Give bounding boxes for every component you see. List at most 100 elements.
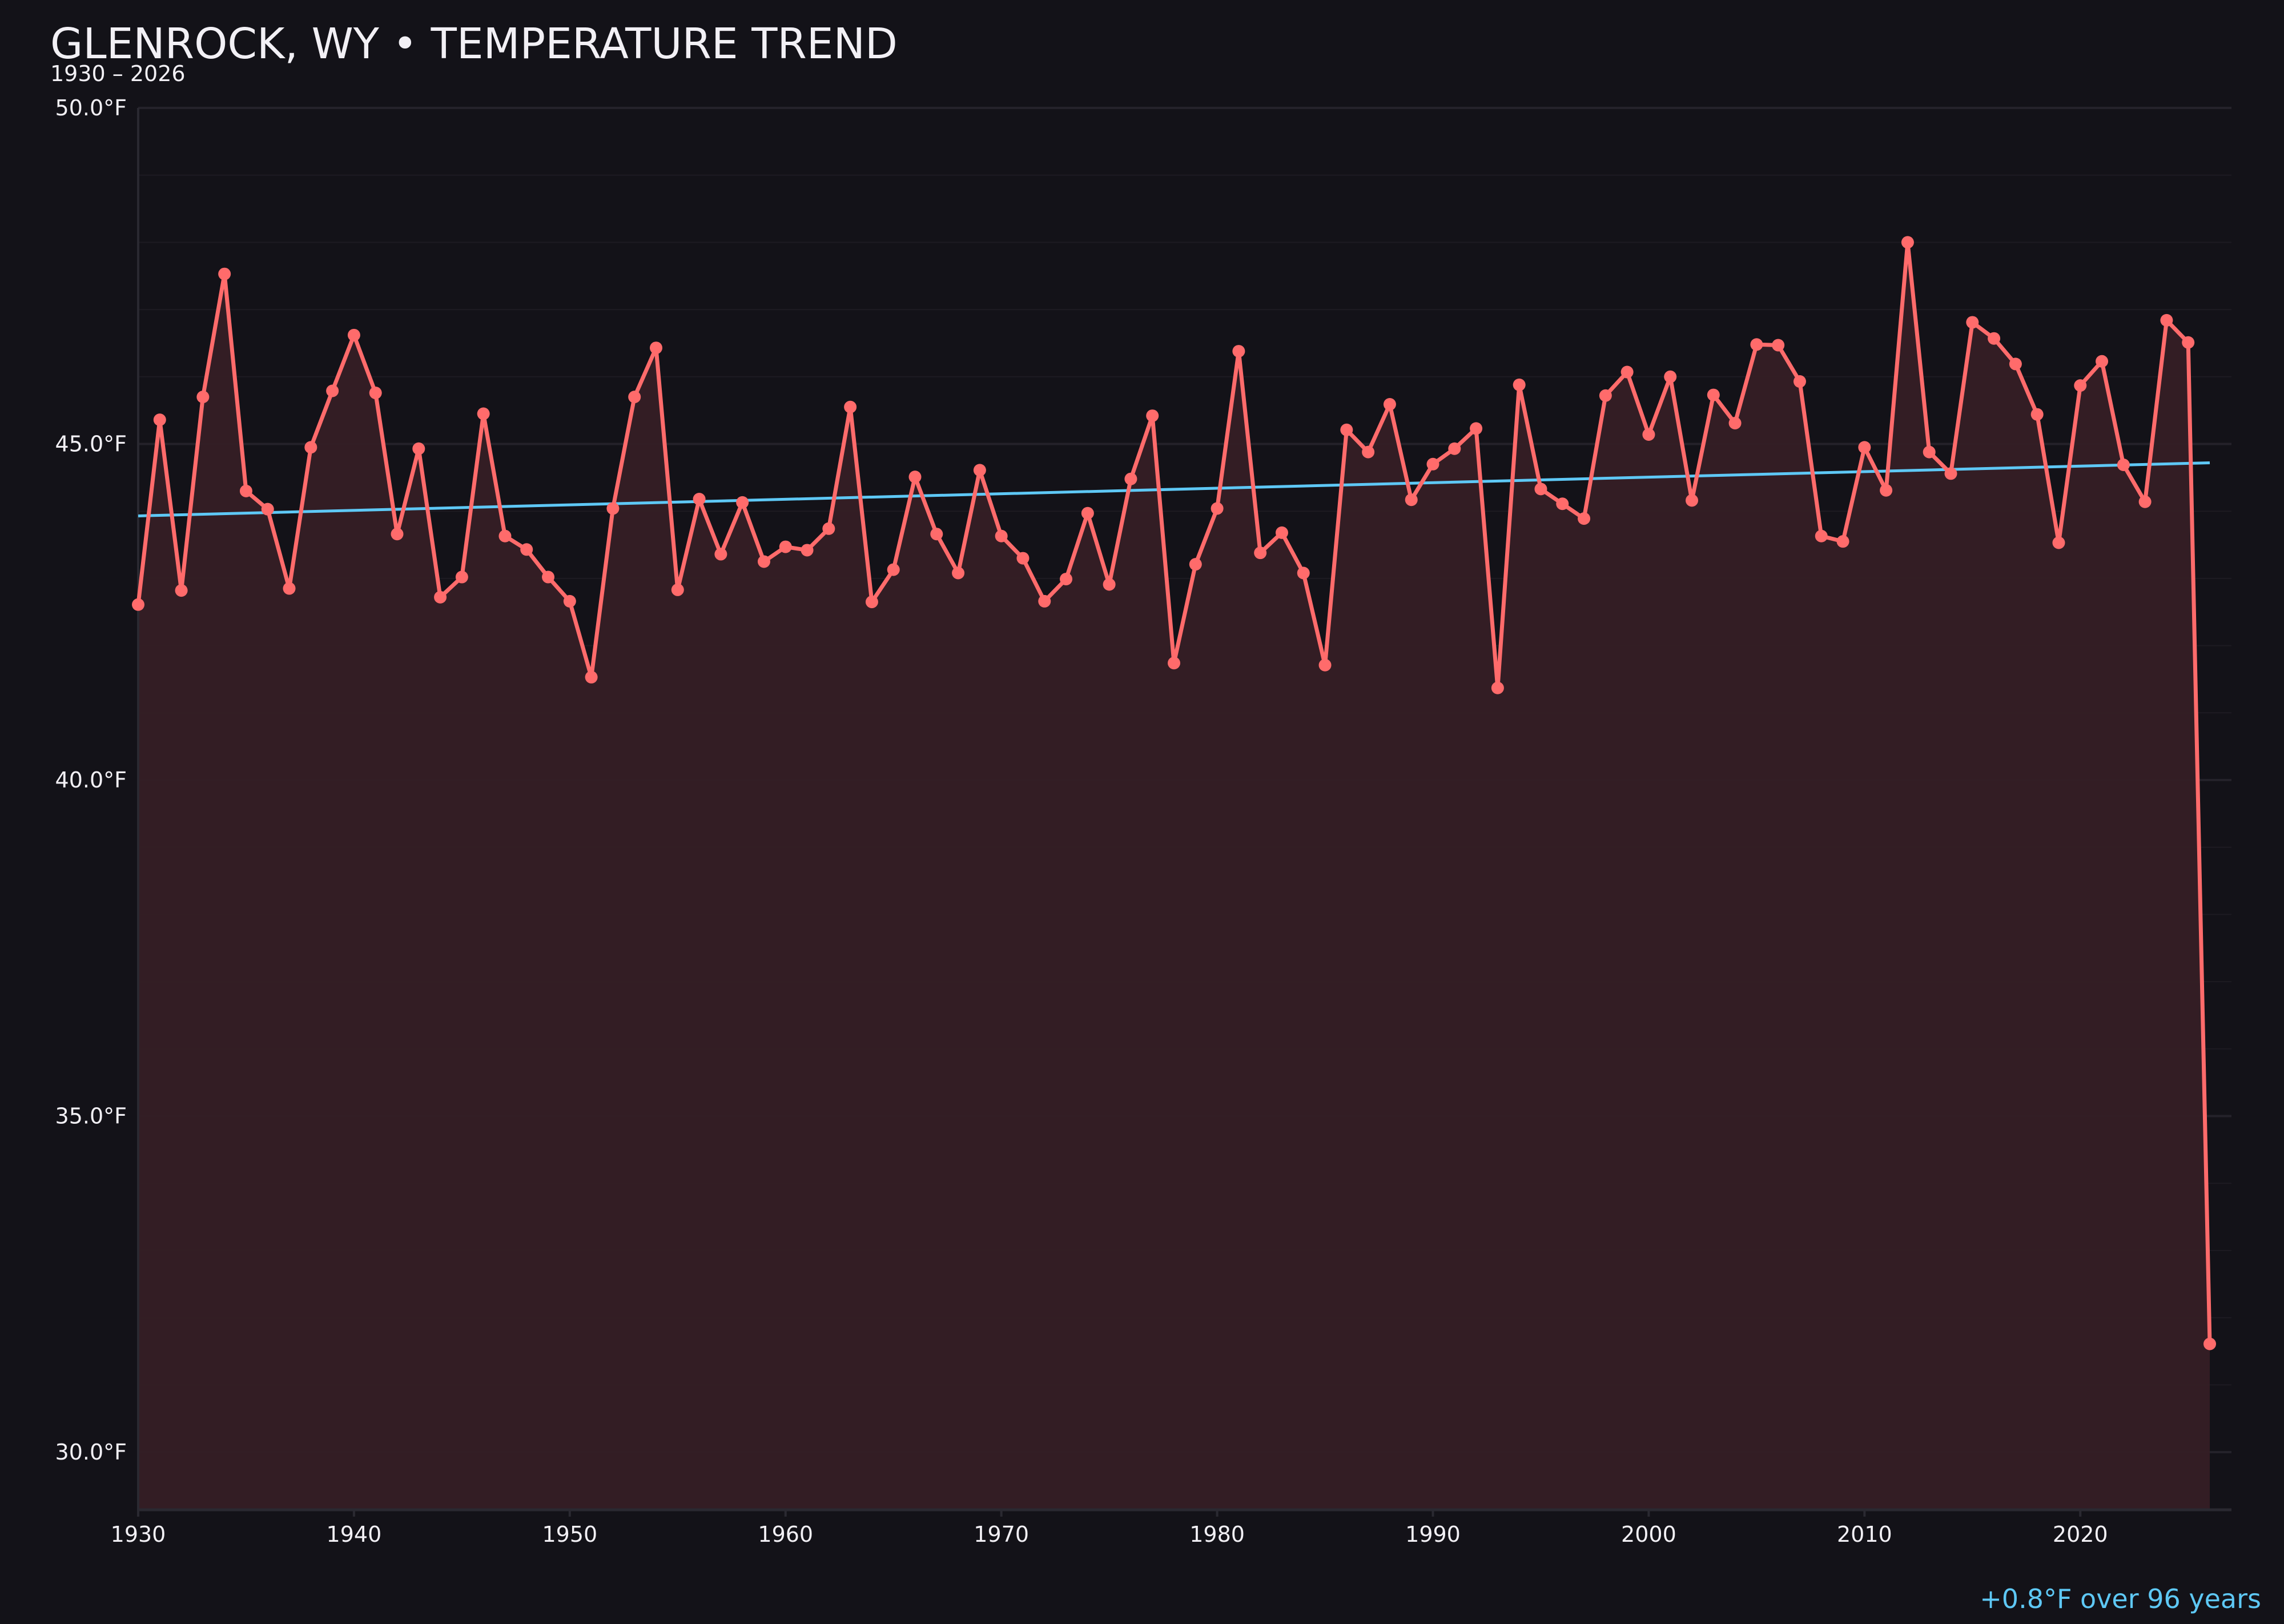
data-point-1975 [1103, 578, 1116, 591]
data-point-1937 [283, 582, 296, 595]
data-point-1931 [153, 413, 166, 427]
data-point-1951 [585, 670, 598, 684]
data-point-1995 [1534, 483, 1547, 496]
data-point-1943 [412, 442, 425, 455]
data-point-1998 [1599, 389, 1612, 402]
data-point-1938 [304, 441, 317, 454]
data-point-1956 [693, 493, 706, 506]
data-point-1950 [563, 594, 576, 608]
data-point-2010 [1858, 441, 1871, 454]
data-point-1997 [1578, 512, 1591, 525]
data-point-2007 [1793, 375, 1806, 388]
data-point-2015 [1966, 316, 1979, 329]
data-point-1936 [261, 503, 274, 516]
area-under-line [138, 242, 2210, 1510]
y-tick-label: 30.0°F [55, 1440, 127, 1465]
data-point-1948 [520, 543, 533, 556]
data-point-1993 [1491, 681, 1504, 694]
data-point-1940 [347, 328, 360, 341]
data-point-2009 [1836, 535, 1849, 548]
y-tick-label: 35.0°F [55, 1104, 127, 1129]
data-point-1969 [973, 464, 986, 477]
data-point-1930 [132, 598, 144, 611]
data-point-1973 [1060, 573, 1073, 586]
chart-title: GLENROCK, WY • TEMPERATURE TREND [50, 19, 898, 69]
data-point-1987 [1362, 445, 1375, 459]
data-point-1996 [1556, 497, 1569, 510]
data-point-1968 [952, 566, 965, 580]
data-point-2003 [1707, 388, 1720, 401]
x-tick-label: 1990 [1405, 1522, 1461, 1547]
data-point-1980 [1211, 502, 1224, 515]
data-point-2012 [1901, 236, 1914, 249]
area-fill [138, 242, 2210, 1510]
data-point-2000 [1642, 428, 1655, 441]
data-point-1985 [1318, 658, 1332, 672]
data-point-1949 [542, 570, 555, 584]
data-point-2001 [1664, 370, 1677, 383]
x-tick-label: 1950 [542, 1522, 597, 1547]
x-tick-labels: 1930 1940 1950 1960 1970 1980 1990 2000 2010 2020 [111, 1510, 2108, 1547]
data-points [132, 236, 2216, 1350]
y-tick-label: 40.0°F [55, 767, 127, 793]
data-point-2005 [1750, 338, 1763, 351]
data-point-1939 [326, 384, 339, 397]
data-point-2013 [1923, 445, 1936, 459]
data-point-1962 [822, 522, 835, 535]
data-point-1954 [650, 341, 662, 355]
data-point-1991 [1448, 442, 1461, 455]
x-tick-label: 1960 [758, 1522, 813, 1547]
data-point-1971 [1016, 552, 1030, 565]
data-point-2022 [2117, 458, 2130, 471]
data-point-1965 [887, 563, 900, 576]
data-point-1933 [196, 391, 210, 404]
y-tick-label: 45.0°F [55, 432, 127, 457]
x-tick-label: 2010 [1837, 1522, 1892, 1547]
data-point-1978 [1168, 657, 1180, 670]
data-point-1958 [736, 496, 749, 509]
data-point-1972 [1038, 594, 1051, 608]
data-point-2018 [2030, 408, 2044, 421]
data-point-2021 [2096, 355, 2109, 368]
trend-annotation: +0.8°F over 96 years [1980, 1583, 2261, 1614]
data-point-1992 [1470, 422, 1483, 435]
data-point-2019 [2052, 536, 2065, 549]
data-point-1967 [930, 528, 943, 541]
data-point-1946 [477, 407, 490, 420]
data-point-1959 [757, 555, 770, 568]
data-point-1982 [1254, 546, 1267, 560]
data-point-2006 [1772, 339, 1785, 352]
data-point-1947 [498, 529, 512, 542]
data-point-2024 [2160, 313, 2173, 327]
data-point-1935 [239, 484, 252, 497]
data-point-1941 [369, 387, 382, 400]
data-point-2020 [2074, 379, 2087, 392]
data-point-1999 [1620, 365, 1634, 379]
x-tick-label: 1940 [327, 1522, 382, 1547]
data-point-1976 [1124, 472, 1137, 485]
chart-subtitle: 1930 – 2026 [50, 61, 186, 86]
data-point-1963 [844, 400, 857, 413]
data-point-1934 [218, 267, 231, 280]
data-point-1984 [1297, 566, 1310, 580]
data-point-2016 [1988, 332, 2001, 345]
data-point-1989 [1405, 493, 1418, 507]
x-tick-label: 1970 [974, 1522, 1029, 1547]
data-point-2025 [2182, 336, 2195, 349]
data-point-2014 [1944, 467, 1957, 480]
data-point-1990 [1426, 457, 1439, 471]
data-point-2011 [1880, 484, 1893, 497]
x-tick-label: 1980 [1189, 1522, 1245, 1547]
data-point-1944 [434, 590, 447, 604]
data-point-1957 [714, 548, 727, 561]
trend-line [138, 461, 2210, 517]
trend-line-group [138, 461, 2210, 517]
data-point-1979 [1189, 558, 1202, 571]
data-point-2026 [2203, 1337, 2216, 1350]
data-point-1961 [801, 544, 814, 557]
data-point-1932 [175, 584, 188, 597]
x-tick-label: 2000 [1621, 1522, 1676, 1547]
data-point-1955 [671, 583, 684, 596]
data-point-1988 [1383, 398, 1396, 411]
